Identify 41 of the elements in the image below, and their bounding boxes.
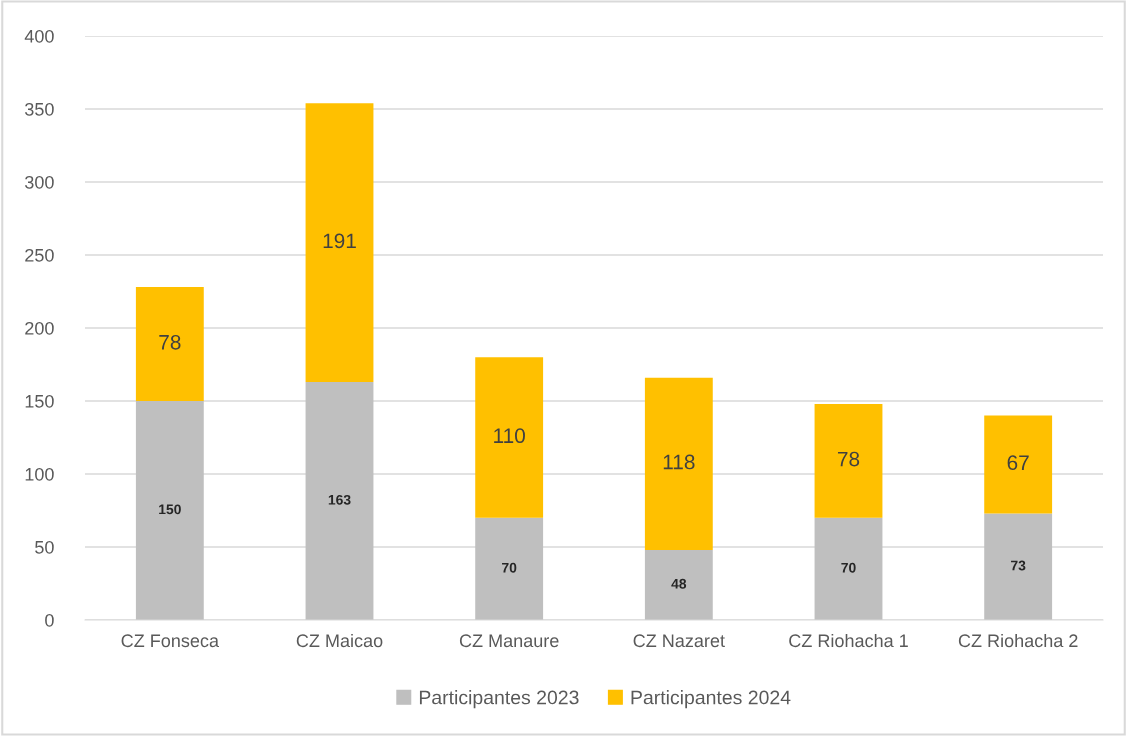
x-tick-label: CZ Nazaret xyxy=(633,634,725,648)
y-tick-label: 350 xyxy=(25,102,54,116)
data-label: 110 xyxy=(494,428,525,444)
bar xyxy=(305,103,374,383)
data-label: 70 xyxy=(502,562,517,573)
y-tick-label: 50 xyxy=(35,540,54,554)
data-label: 67 xyxy=(1007,455,1029,471)
x-tick-label: CZ Manaure xyxy=(459,634,559,648)
data-label: 48 xyxy=(671,578,687,589)
bar xyxy=(475,517,544,620)
bar xyxy=(984,513,1053,620)
bar xyxy=(135,401,204,620)
x-tick-label: CZ Fonseca xyxy=(121,634,219,648)
bar xyxy=(135,287,204,401)
bar xyxy=(475,357,544,518)
data-label: 78 xyxy=(159,334,181,350)
y-tick-label: 400 xyxy=(24,29,54,43)
data-label: 73 xyxy=(1011,560,1026,571)
data-label: 70 xyxy=(841,562,856,573)
bar xyxy=(644,377,713,550)
bar xyxy=(984,415,1053,514)
bar xyxy=(814,403,883,518)
y-tick-label: 0 xyxy=(45,613,54,627)
data-label: 150 xyxy=(159,504,181,515)
y-tick-label: 250 xyxy=(25,248,54,262)
data-label: 78 xyxy=(837,451,860,467)
x-tick-label: CZ Riohacha 2 xyxy=(958,633,1078,648)
y-tick-label: 300 xyxy=(25,175,54,189)
legend-label: Participantes 2023 xyxy=(419,690,579,709)
y-tick-label: 100 xyxy=(25,467,54,481)
x-tick-label: CZ Riohacha 1 xyxy=(789,633,908,648)
bar xyxy=(305,382,374,620)
y-tick-label: 200 xyxy=(25,321,54,335)
data-label: 191 xyxy=(323,233,356,249)
bar xyxy=(814,517,883,620)
bar xyxy=(644,549,713,620)
legend-label: Participantes 2024 xyxy=(631,690,791,709)
data-label: 118 xyxy=(663,454,695,470)
x-tick-label: CZ Maicao xyxy=(296,633,383,648)
y-tick-label: 150 xyxy=(25,394,54,408)
data-label: 163 xyxy=(328,494,351,505)
